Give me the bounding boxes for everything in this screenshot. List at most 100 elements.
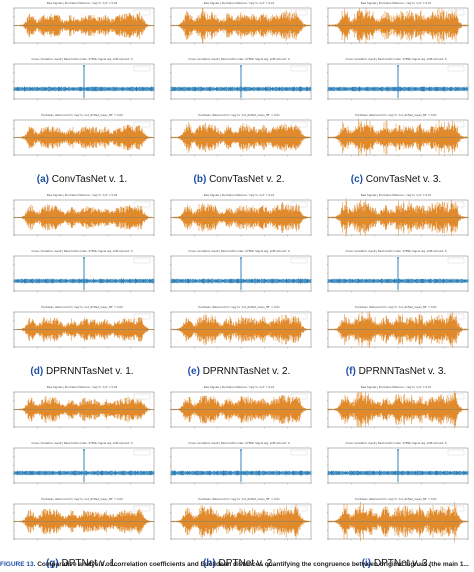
subfigure-caption: (h) DPTNet v. 2. bbox=[163, 558, 315, 570]
subfigure-a: Raw Signals | Euclidean Distance: 'neg' … bbox=[6, 2, 158, 188]
plot-title: Raw Signals | Euclidean Distance: 'neg' … bbox=[360, 194, 432, 197]
subfigure-f: Raw Signals | Euclidean Distance: 'neg' … bbox=[320, 194, 472, 380]
subfigure-label: (h) bbox=[202, 558, 216, 569]
cross-correlation-plot: Cross correlation result | Best match in… bbox=[320, 58, 472, 104]
waveform-series bbox=[327, 390, 469, 429]
plot-legend bbox=[133, 449, 151, 456]
plot-legend bbox=[133, 257, 151, 264]
subfigure-name: ConvTasNet v. 3. bbox=[365, 174, 442, 185]
xcorr-series bbox=[13, 65, 155, 98]
euclidean-distance-plot: Euclidean distance from 'neg' to 'out_sh… bbox=[6, 306, 158, 352]
plot-legend bbox=[447, 449, 465, 456]
plot-legend bbox=[290, 449, 308, 456]
plot-title: Euclidean distance from 'neg' to 'out_sh… bbox=[198, 114, 280, 117]
plot-legend bbox=[290, 313, 308, 320]
plot-legend bbox=[290, 201, 308, 208]
euclidean-distance-plot: Euclidean distance from 'neg' to 'out_sh… bbox=[163, 114, 315, 160]
waveform-series bbox=[327, 7, 469, 44]
waveform-series bbox=[170, 122, 312, 153]
cross-correlation-plot: Cross correlation result | Best match in… bbox=[6, 442, 158, 488]
euclidean-distance-plot: Euclidean distance from 'neg' to 'out_sh… bbox=[163, 498, 315, 544]
raw-signals-plot: Raw Signals | Euclidean Distance: 'neg' … bbox=[6, 2, 158, 48]
plot-legend bbox=[447, 121, 465, 128]
subfigure-g: Raw Signals | Euclidean Distance: 'neg' … bbox=[6, 386, 158, 572]
plot-legend bbox=[133, 121, 151, 128]
plot-title: Euclidean distance from 'neg' to 'out_sh… bbox=[41, 498, 123, 501]
plot-title: Raw Signals | Euclidean Distance: 'neg' … bbox=[203, 2, 275, 5]
plot-title: Raw Signals | Euclidean Distance: 'neg' … bbox=[46, 194, 118, 197]
waveform-series bbox=[170, 504, 312, 539]
subfigure-caption: (e) DPRNNTasNet v. 2. bbox=[163, 366, 315, 378]
plot-legend bbox=[447, 65, 465, 72]
plot-title: Raw Signals | Euclidean Distance: 'neg' … bbox=[203, 194, 275, 197]
waveform-series bbox=[13, 124, 155, 151]
plot-legend bbox=[290, 9, 308, 16]
subfigure-name: DPRNNTasNet v. 3. bbox=[358, 366, 447, 377]
euclidean-distance-plot: Euclidean distance from 'neg' to 'out_sh… bbox=[320, 498, 472, 544]
waveform-series bbox=[327, 118, 469, 157]
subfigure-name: DPTNet v. 1. bbox=[61, 558, 119, 569]
waveform-series bbox=[170, 201, 312, 234]
plot-title: Raw Signals | Euclidean Distance: 'neg' … bbox=[360, 386, 432, 389]
subfigure-h: Raw Signals | Euclidean Distance: 'neg' … bbox=[163, 386, 315, 572]
plot-legend bbox=[290, 121, 308, 128]
subfigure-name: ConvTasNet v. 2. bbox=[209, 174, 285, 185]
subfigure-caption: (f) DPRNNTasNet v. 3. bbox=[320, 366, 472, 378]
subfigure-b: Raw Signals | Euclidean Distance: 'neg' … bbox=[163, 2, 315, 188]
raw-signals-plot: Raw Signals | Euclidean Distance: 'neg' … bbox=[320, 2, 472, 48]
plot-title: Raw Signals | Euclidean Distance: 'neg' … bbox=[46, 2, 118, 5]
subfigure-caption: (i) DPTNet v. 3. bbox=[320, 558, 472, 570]
raw-signals-plot: Raw Signals | Euclidean Distance: 'neg' … bbox=[320, 386, 472, 432]
raw-signals-plot: Raw Signals | Euclidean Distance: 'neg' … bbox=[163, 386, 315, 432]
xcorr-series bbox=[327, 257, 469, 290]
plot-title: Euclidean distance from 'neg' to 'out_sh… bbox=[355, 306, 437, 309]
plot-legend bbox=[290, 505, 308, 512]
plot-legend bbox=[447, 313, 465, 320]
subfigure-name: DPTNet v. 2. bbox=[218, 558, 276, 569]
euclidean-distance-plot: Euclidean distance from 'neg' to 'out_sh… bbox=[6, 114, 158, 160]
xcorr-series bbox=[170, 257, 312, 290]
xcorr-series bbox=[170, 449, 312, 482]
subfigure-caption: (g) DPTNet v. 1. bbox=[6, 558, 158, 570]
figure-label: FIGURE 13. bbox=[0, 561, 36, 568]
raw-signals-plot: Raw Signals | Euclidean Distance: 'neg' … bbox=[6, 386, 158, 432]
euclidean-distance-plot: Euclidean distance from 'neg' to 'out_sh… bbox=[6, 498, 158, 544]
waveform-series bbox=[13, 508, 155, 535]
waveform-series bbox=[13, 396, 155, 423]
plot-title: Euclidean distance from 'neg' to 'out_sh… bbox=[198, 306, 280, 309]
plot-title: Cross correlation result | Best match in… bbox=[345, 58, 447, 61]
plot-title: Cross correlation result | Best match in… bbox=[31, 58, 133, 61]
subfigure-label: (e) bbox=[187, 366, 200, 377]
subfigure-caption: (d) DPRNNTasNet v. 1. bbox=[6, 366, 158, 378]
subfigure-caption: (b) ConvTasNet v. 2. bbox=[163, 174, 315, 186]
plot-title: Raw Signals | Euclidean Distance: 'neg' … bbox=[46, 386, 118, 389]
cross-correlation-plot: Cross correlation result | Best match in… bbox=[6, 58, 158, 104]
subfigure-caption: (a) ConvTasNet v. 1. bbox=[6, 174, 158, 186]
plot-legend bbox=[133, 65, 151, 72]
cross-correlation-plot: Cross correlation result | Best match in… bbox=[320, 442, 472, 488]
xcorr-series bbox=[13, 257, 155, 290]
plot-title: Euclidean distance from 'neg' to 'out_sh… bbox=[355, 498, 437, 501]
waveform-series bbox=[13, 11, 155, 40]
waveform-series bbox=[13, 204, 155, 231]
xcorr-series bbox=[327, 449, 469, 482]
plot-title: Cross correlation result | Best match in… bbox=[188, 58, 290, 61]
cross-correlation-plot: Cross correlation result | Best match in… bbox=[163, 442, 315, 488]
plot-title: Cross correlation result | Best match in… bbox=[188, 250, 290, 253]
subfigure-label: (c) bbox=[350, 174, 364, 185]
plot-title: Euclidean distance from 'neg' to 'out_sh… bbox=[41, 306, 123, 309]
subfigure-d: Raw Signals | Euclidean Distance: 'neg' … bbox=[6, 194, 158, 380]
waveform-series bbox=[170, 395, 312, 424]
waveform-series bbox=[327, 502, 469, 543]
subfigure-label: (g) bbox=[45, 558, 59, 569]
raw-signals-plot: Raw Signals | Euclidean Distance: 'neg' … bbox=[320, 194, 472, 240]
plot-legend bbox=[447, 257, 465, 264]
figure-caption: FIGURE 13. Comparative analysis of corre… bbox=[0, 561, 474, 569]
subfigure-name: DPRNNTasNet v. 2. bbox=[202, 366, 291, 377]
cross-correlation-plot: Cross correlation result | Best match in… bbox=[163, 58, 315, 104]
cross-correlation-plot: Cross correlation result | Best match in… bbox=[320, 250, 472, 296]
raw-signals-plot: Raw Signals | Euclidean Distance: 'neg' … bbox=[163, 194, 315, 240]
subfigure-label: (d) bbox=[30, 366, 44, 377]
euclidean-distance-plot: Euclidean distance from 'neg' to 'out_sh… bbox=[320, 114, 472, 160]
